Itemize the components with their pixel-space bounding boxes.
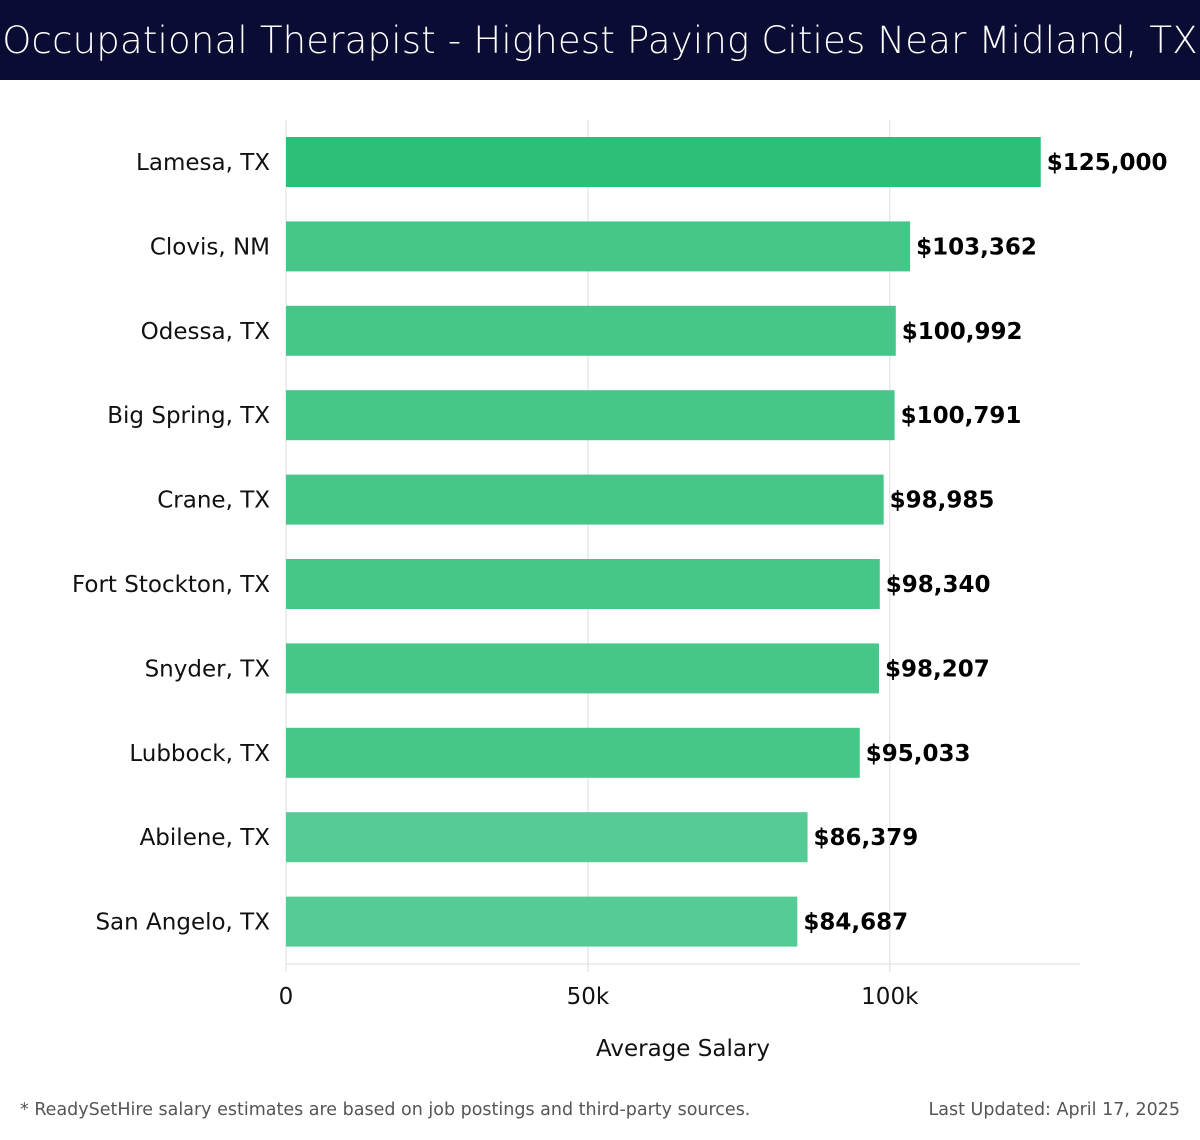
x-tick-label: 0 (279, 984, 294, 1010)
bar (286, 474, 884, 525)
category-label: Odessa, TX (141, 319, 271, 345)
bar (286, 559, 880, 609)
data-label: $98,207 (885, 656, 990, 682)
category-label: Big Spring, TX (107, 403, 270, 429)
bar (286, 896, 798, 947)
data-label: $84,687 (803, 910, 908, 936)
bar (286, 221, 911, 272)
x-axis-label: Average Salary (596, 1036, 770, 1062)
category-label: Lubbock, TX (129, 741, 270, 767)
chart-header: Occupational Therapist - Highest Paying … (0, 0, 1200, 80)
bar (286, 643, 879, 694)
data-label: $95,033 (866, 741, 971, 767)
bar (286, 812, 808, 863)
category-label: San Angelo, TX (95, 910, 270, 936)
data-label: $103,362 (916, 234, 1037, 260)
category-label: Lamesa, TX (136, 150, 270, 176)
data-label: $100,791 (901, 403, 1022, 429)
bar (286, 727, 860, 778)
bars (286, 137, 1041, 947)
chart-title: Occupational Therapist - Highest Paying … (2, 18, 1198, 62)
category-label: Abilene, TX (140, 825, 271, 851)
bar (286, 305, 896, 356)
footnote: * ReadySetHire salary estimates are base… (20, 1100, 751, 1120)
data-label: $100,992 (902, 319, 1023, 345)
category-label: Crane, TX (157, 488, 270, 514)
bar (286, 390, 895, 441)
data-label: $98,340 (886, 572, 991, 598)
labels: 0 50k 100k Average Salary Lamesa, TX $125,000… (72, 150, 1168, 1062)
data-label: $86,379 (814, 825, 919, 851)
x-tick-label: 100k (861, 984, 919, 1010)
data-label: $98,985 (890, 488, 995, 514)
data-label: $125,000 (1047, 150, 1168, 176)
category-label: Snyder, TX (145, 656, 271, 682)
bar (286, 137, 1041, 187)
category-label: Fort Stockton, TX (72, 572, 270, 598)
last-updated: Last Updated: April 17, 2025 (928, 1100, 1180, 1120)
category-label: Clovis, NM (150, 234, 270, 260)
x-tick-label: 50k (567, 984, 610, 1010)
bar-chart: 0 50k 100k Average Salary Lamesa, TX $125,000… (72, 120, 1168, 1062)
